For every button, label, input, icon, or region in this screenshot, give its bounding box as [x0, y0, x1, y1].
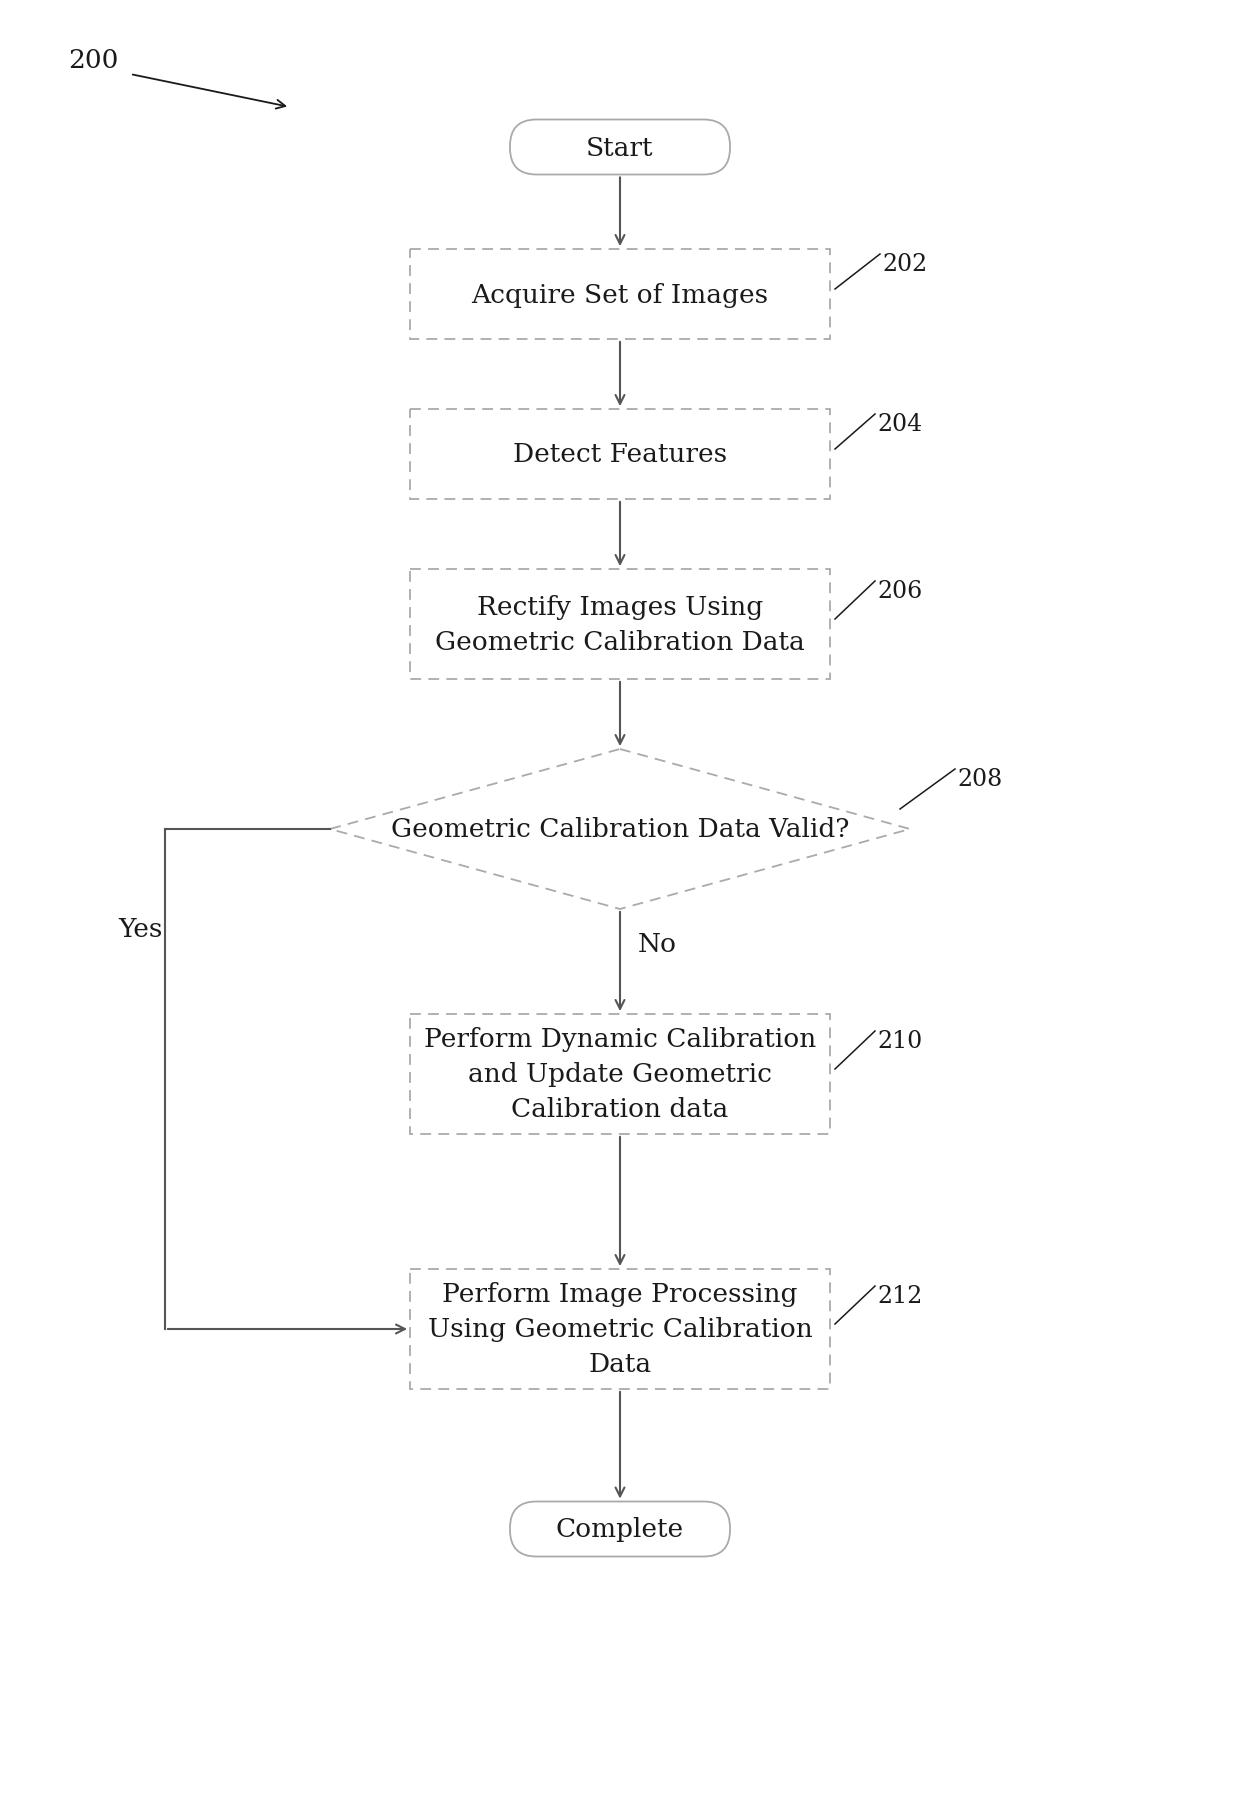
Text: Complete: Complete [556, 1518, 684, 1541]
Text: 200: 200 [68, 49, 118, 74]
Text: 202: 202 [882, 254, 928, 275]
Polygon shape [330, 750, 910, 910]
Text: Perform Image Processing
Using Geometric Calibration
Data: Perform Image Processing Using Geometric… [428, 1282, 812, 1377]
Text: No: No [639, 931, 677, 957]
Text: Acquire Set of Images: Acquire Set of Images [471, 282, 769, 307]
Text: Yes: Yes [118, 917, 162, 942]
FancyBboxPatch shape [510, 1501, 730, 1557]
Text: Start: Start [587, 135, 653, 160]
Text: 204: 204 [877, 414, 923, 435]
Text: Rectify Images Using
Geometric Calibration Data: Rectify Images Using Geometric Calibrati… [435, 595, 805, 654]
Text: 210: 210 [877, 1030, 923, 1052]
FancyBboxPatch shape [510, 120, 730, 176]
Text: 208: 208 [957, 768, 1002, 791]
Bar [410, 410, 830, 500]
Bar [410, 250, 830, 340]
Bar [410, 1014, 830, 1135]
Text: 206: 206 [877, 579, 923, 602]
Bar [410, 1269, 830, 1390]
Bar [410, 570, 830, 680]
Text: Geometric Calibration Data Valid?: Geometric Calibration Data Valid? [391, 816, 849, 841]
Text: 212: 212 [877, 1284, 923, 1307]
Text: Detect Features: Detect Features [513, 442, 727, 467]
Text: Perform Dynamic Calibration
and Update Geometric
Calibration data: Perform Dynamic Calibration and Update G… [424, 1027, 816, 1122]
